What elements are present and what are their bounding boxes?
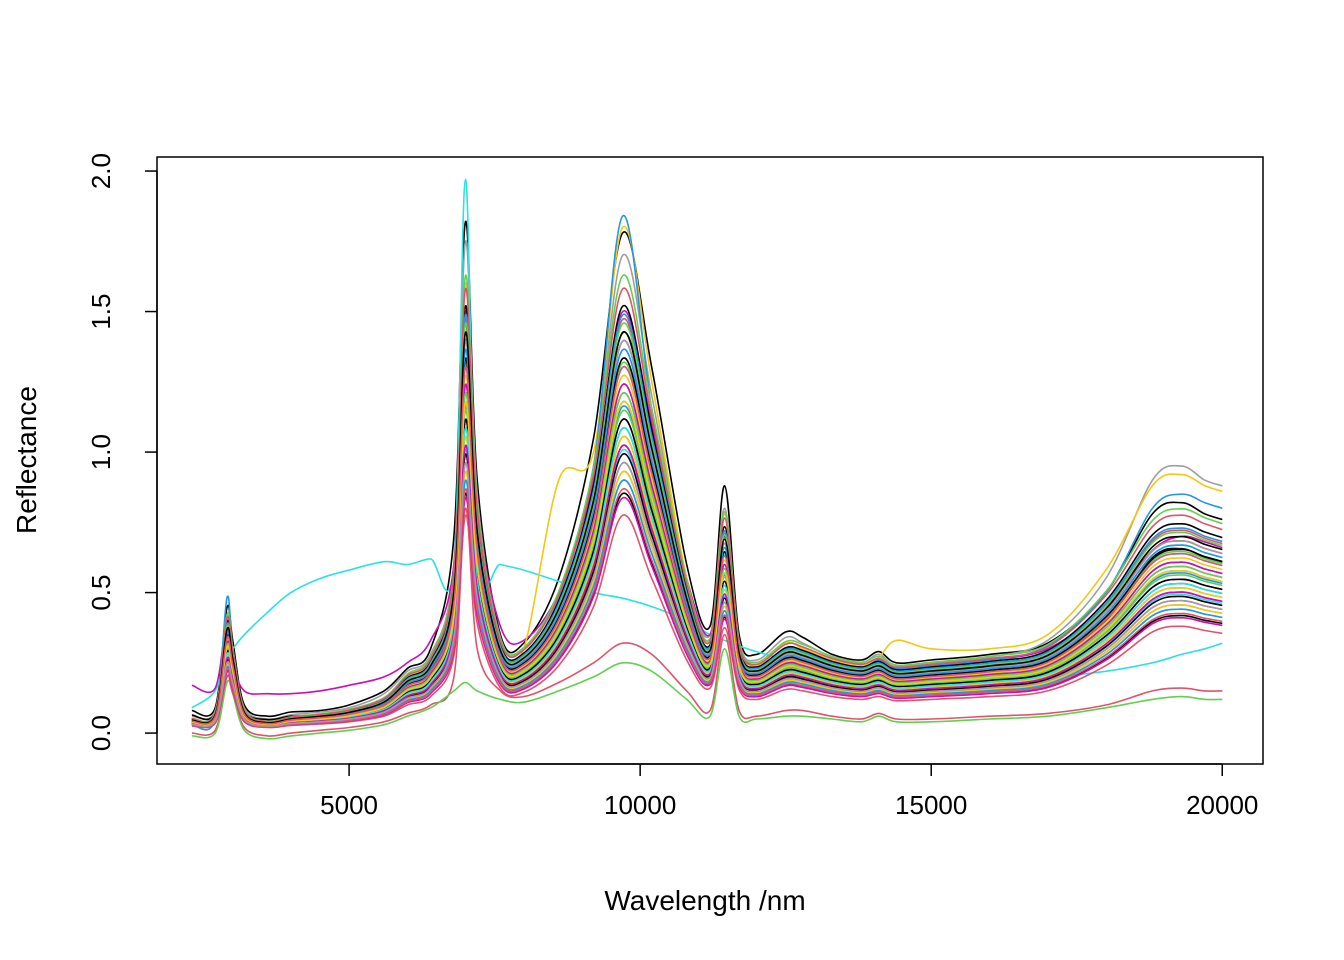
y-tick-label: 0.5 (86, 575, 116, 611)
spectrum-line-56 (191, 462, 1223, 728)
y-axis: 0.0 0.5 1.0 1.5 2.0 (86, 153, 158, 751)
y-tick-label: 1.5 (86, 294, 116, 330)
spectrum-line-6 (191, 507, 1223, 737)
spectrum-line-57 (191, 331, 1223, 724)
y-tick-label: 2.0 (86, 153, 116, 189)
x-tick-label: 5000 (320, 790, 378, 820)
x-tick-label: 15000 (895, 790, 967, 820)
spectrum-line-7 (191, 648, 1223, 740)
series-layer (191, 178, 1223, 740)
spectrum-line-58 (191, 366, 1223, 725)
x-tick-label: 20000 (1186, 790, 1258, 820)
y-tick-label: 1.0 (86, 434, 116, 470)
x-tick-label: 10000 (604, 790, 676, 820)
y-tick-label: 0.0 (86, 715, 116, 751)
spectrum-line-50 (191, 488, 1223, 728)
spectrum-line-34 (191, 287, 1223, 723)
spectrum-line-55 (191, 401, 1223, 726)
x-axis-title: Wavelength /nm (604, 885, 805, 916)
y-axis-title: Reflectance (11, 386, 42, 534)
x-axis: 5000 10000 15000 20000 (320, 763, 1258, 820)
